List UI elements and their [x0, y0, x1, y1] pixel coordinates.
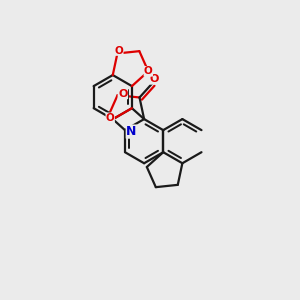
- Text: O: O: [144, 66, 153, 76]
- Text: O: O: [115, 46, 123, 56]
- Text: O: O: [150, 74, 159, 84]
- Text: N: N: [126, 125, 137, 138]
- Text: O: O: [118, 89, 128, 99]
- Text: O: O: [106, 113, 115, 123]
